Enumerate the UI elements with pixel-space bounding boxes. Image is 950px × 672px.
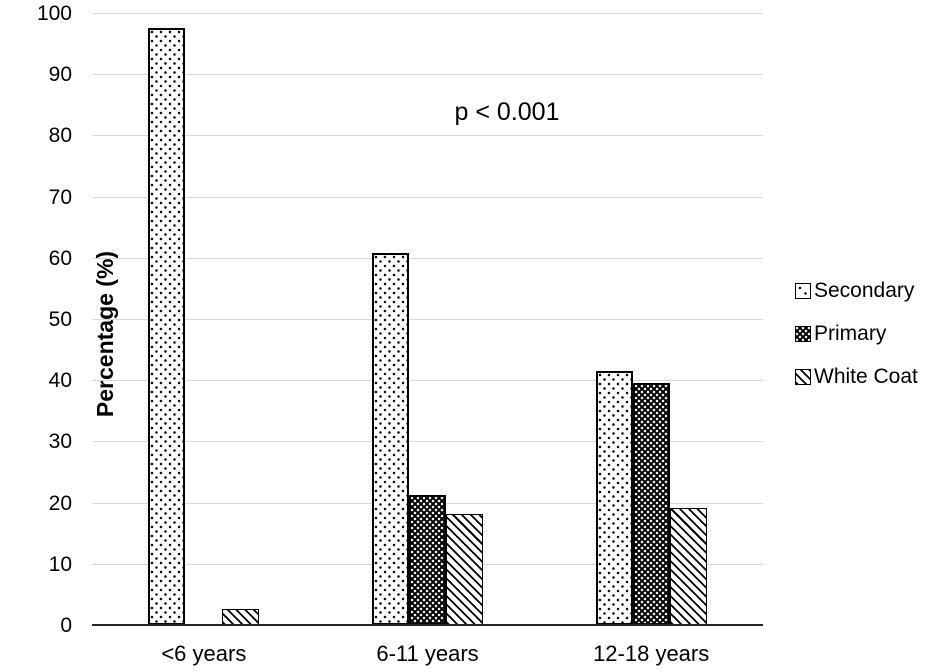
bar-white-coat (222, 609, 260, 625)
p-value-annotation: p < 0.001 (454, 98, 560, 126)
gridline (92, 74, 763, 76)
y-axis-title: Percentage (%) (92, 250, 118, 418)
bar-secondary (148, 27, 186, 625)
gridline (92, 319, 763, 320)
y-tick-label: 80 (48, 124, 72, 148)
y-tick-label: 10 (48, 552, 72, 576)
legend-item-white-coat: White Coat (795, 363, 918, 390)
bar-secondary (595, 371, 633, 625)
x-tick-label: 12-18 years (593, 641, 710, 666)
gridline (92, 13, 763, 14)
gridline (92, 257, 763, 259)
x-axis-line (92, 624, 763, 626)
diagonal-stripes-swatch-icon (795, 368, 811, 385)
y-tick-label: 20 (48, 491, 72, 515)
gridline (92, 135, 763, 137)
legend-item-primary: Primary (795, 320, 918, 347)
legend-label: White Coat (814, 364, 918, 388)
bar-white-coat (446, 514, 483, 625)
dots-light-swatch-icon (795, 282, 811, 299)
gridline (92, 380, 763, 382)
y-tick-label: 30 (48, 430, 72, 454)
legend: Secondary Primary White Coat (795, 277, 918, 390)
legend-label: Secondary (814, 278, 915, 302)
bar-secondary (372, 252, 409, 625)
y-tick-label: 0 (60, 614, 72, 637)
plot-area: Percentage (%) p < 0.001 (92, 13, 763, 626)
legend-item-secondary: Secondary (795, 277, 918, 304)
legend-label: Primary (814, 321, 887, 345)
y-tick-label: 70 (48, 185, 72, 209)
y-tick-label: 90 (48, 63, 72, 87)
y-tick-label: 50 (48, 308, 72, 331)
gridline (92, 441, 763, 443)
x-tick-label: 6-11 years (376, 641, 479, 666)
dots-dark-swatch-icon (795, 325, 811, 342)
bar-primary (409, 494, 446, 625)
y-tick-label: 100 (36, 2, 72, 25)
y-tick-label: 60 (48, 246, 72, 270)
bar-primary (632, 382, 670, 625)
bar-white-coat (669, 508, 707, 625)
y-tick-label: 40 (48, 369, 72, 393)
gridline (92, 196, 763, 198)
x-tick-label: <6 years (161, 641, 247, 666)
